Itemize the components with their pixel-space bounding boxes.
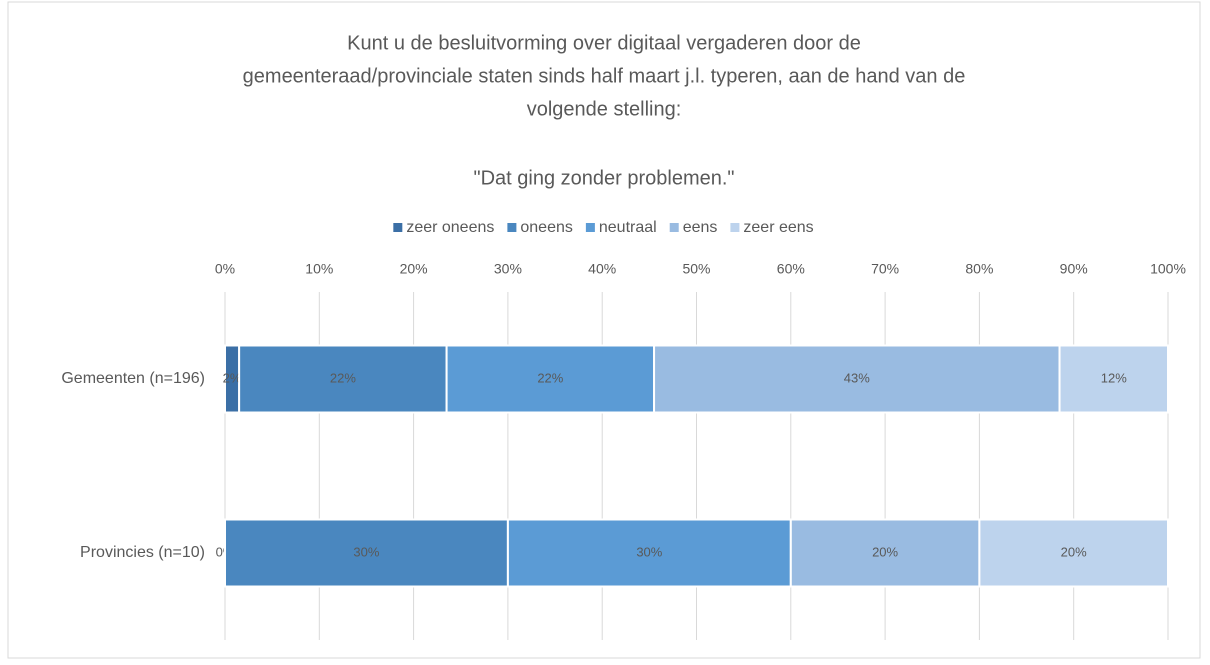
bar-segment bbox=[978, 518, 1170, 588]
data-label: 22% bbox=[537, 370, 563, 385]
legend-label: zeer oneens bbox=[406, 219, 494, 236]
data-label: 2% bbox=[223, 370, 242, 385]
x-tick-label: 30% bbox=[494, 261, 522, 277]
data-label: 12% bbox=[1101, 370, 1127, 385]
legend-label: oneens bbox=[520, 219, 573, 236]
legend-label: neutraal bbox=[599, 219, 657, 236]
bar-segment bbox=[224, 518, 509, 588]
bar-segment bbox=[238, 344, 448, 414]
x-tick-label: 40% bbox=[588, 261, 616, 277]
data-label: 43% bbox=[844, 370, 870, 385]
legend-swatch bbox=[585, 223, 595, 232]
data-label: 30% bbox=[636, 544, 662, 559]
data-label: 22% bbox=[330, 370, 356, 385]
data-label: 20% bbox=[872, 544, 898, 559]
bar-segment bbox=[445, 344, 656, 414]
x-tick-label: 80% bbox=[965, 261, 993, 277]
bar-segment bbox=[653, 344, 1061, 414]
chart-title: volgende stelling: bbox=[527, 98, 682, 120]
legend-swatch bbox=[730, 223, 740, 232]
x-tick-label: 10% bbox=[305, 261, 333, 277]
y-tick-label: Gemeenten (n=196) bbox=[61, 370, 205, 387]
x-tick-label: 60% bbox=[777, 261, 805, 277]
chart-subtitle: "Dat ging zonder problemen." bbox=[473, 167, 734, 189]
data-label: 20% bbox=[1061, 544, 1087, 559]
x-tick-label: 90% bbox=[1060, 261, 1088, 277]
chart-title: Kunt u de besluitvorming over digitaal v… bbox=[347, 32, 861, 54]
x-tick-label: 70% bbox=[871, 261, 899, 277]
bar-segment bbox=[789, 518, 981, 588]
legend-swatch bbox=[507, 223, 517, 232]
legend-label: zeer eens bbox=[743, 219, 813, 236]
legend-label: eens bbox=[683, 219, 718, 236]
chart-title: gemeenteraad/provinciale staten sinds ha… bbox=[243, 65, 966, 87]
x-tick-label: 0% bbox=[215, 261, 235, 277]
data-label: 30% bbox=[353, 544, 379, 559]
legend-swatch bbox=[669, 223, 679, 232]
x-tick-label: 100% bbox=[1150, 261, 1186, 277]
bar-segment bbox=[1058, 344, 1170, 414]
x-tick-label: 50% bbox=[682, 261, 710, 277]
legend-swatch bbox=[393, 223, 403, 232]
y-tick-label: Provincies (n=10) bbox=[80, 544, 205, 561]
x-tick-label: 20% bbox=[400, 261, 428, 277]
